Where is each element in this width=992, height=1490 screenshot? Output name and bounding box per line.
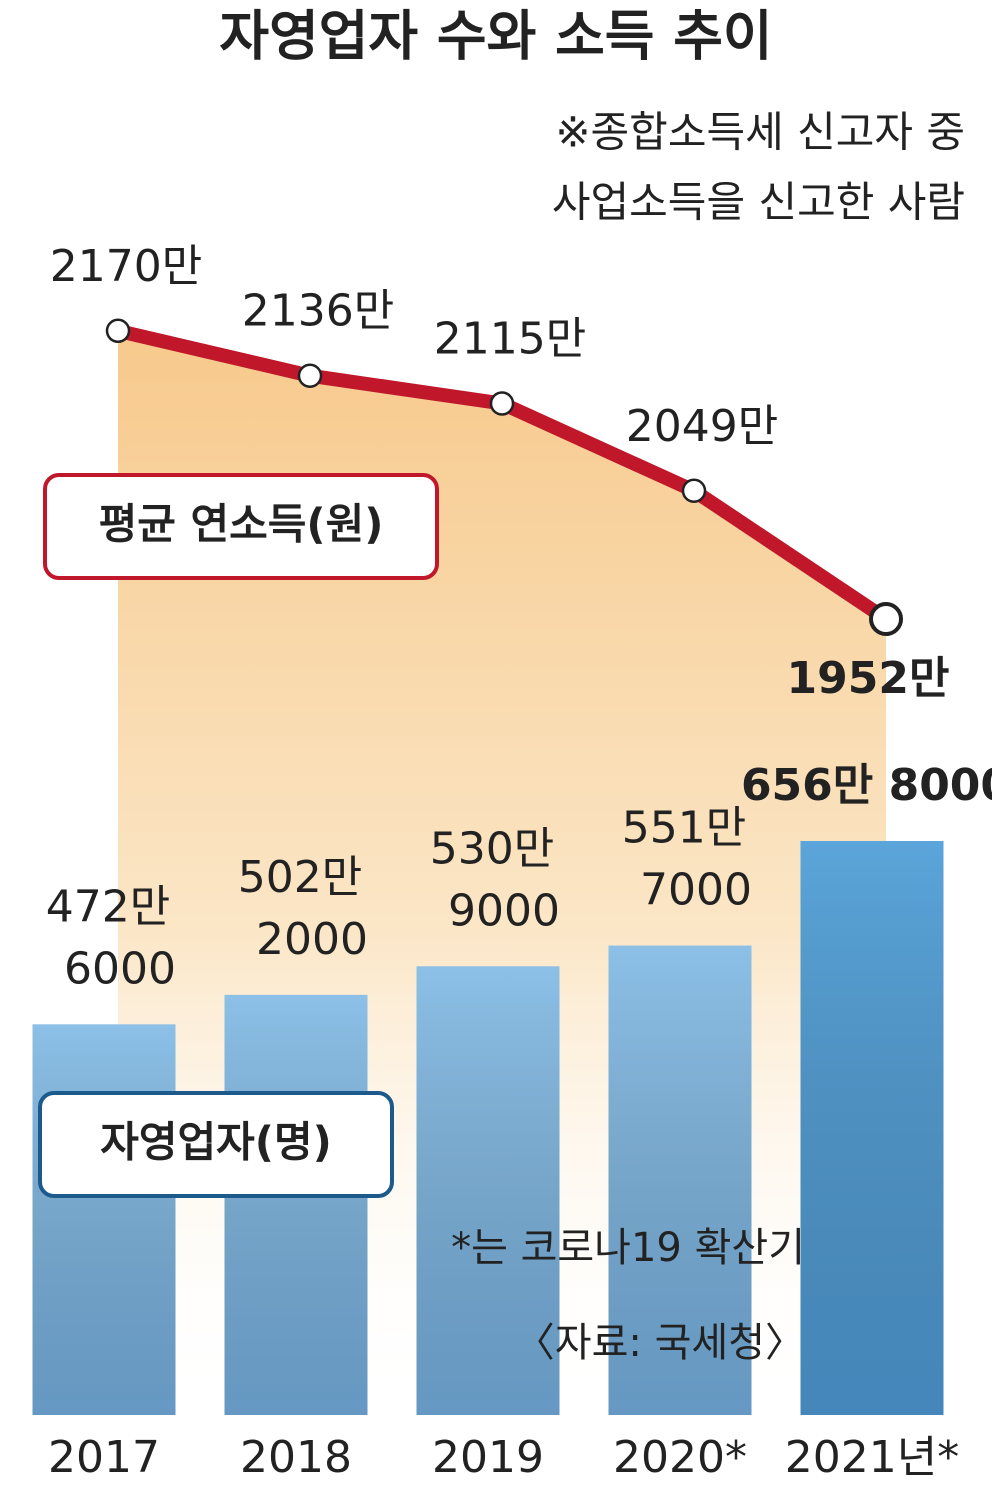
bar-shade [800, 840, 944, 1415]
value-label: 551만 [622, 803, 746, 854]
note: ※종합소득세 신고자 중 [555, 108, 965, 157]
value-label: 2115만 [434, 314, 586, 365]
bar-shade [32, 1024, 176, 1415]
value-label: 2049만 [626, 401, 778, 452]
legend-box [43, 473, 439, 580]
value-label: 7000 [640, 865, 752, 916]
value-label: 472만 [46, 881, 170, 932]
chart-title: 자영업자 수와 소득 추이 [219, 5, 772, 68]
note: 사업소득을 신고한 사람 [552, 178, 965, 227]
x-tick-label: 2019 [432, 1432, 544, 1483]
legend-label: 평균 연소득(원) [99, 500, 384, 549]
footnote: *는 코로나19 확산기 [451, 1225, 805, 1271]
bar-shade [224, 994, 368, 1415]
x-tick-label: 2020* [613, 1432, 747, 1483]
value-label: 2170만 [50, 241, 202, 292]
value-label: 530만 [430, 823, 554, 874]
point [489, 391, 515, 416]
point [105, 318, 131, 344]
value-label: 2136만 [242, 286, 394, 337]
source: 〈자료: 국세청〉 [515, 1320, 805, 1366]
value-label: 502만 [238, 852, 362, 903]
x-tick-label: 2017 [48, 1432, 160, 1483]
legend-label: 자영업자(명) [100, 1118, 332, 1167]
value-label: 1952만 [787, 653, 950, 704]
value-label: 6000 [64, 943, 176, 994]
bar-shade [608, 945, 752, 1415]
point [869, 602, 903, 637]
bar-shade [416, 966, 560, 1415]
legend-box [38, 1091, 394, 1198]
point [297, 363, 323, 388]
point [681, 478, 707, 504]
x-tick-label: 2018 [240, 1432, 352, 1483]
value-label: 656만 8000 [741, 760, 992, 811]
value-label: 2000 [256, 914, 368, 965]
value-label: 9000 [448, 885, 560, 936]
x-tick-label: 2021년* [785, 1432, 959, 1483]
